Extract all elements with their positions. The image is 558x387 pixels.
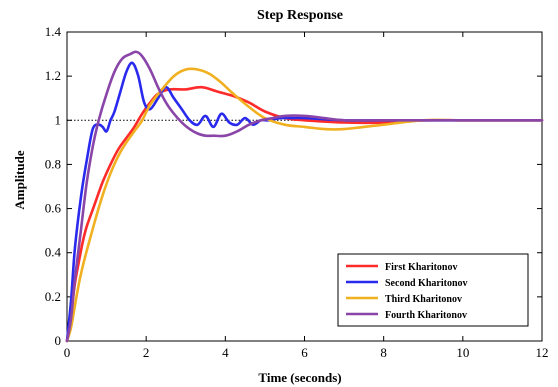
legend-label-third-kharitonov: Third Kharitonov [385, 294, 462, 305]
plot-area: 0 2 4 6 8 10 12 0 0.2 0.4 0.6 0.8 1 1.2 1.4 First Khari… [45, 24, 549, 360]
series-line-fourth-kharitonov [65, 50, 544, 343]
y-tick-label: 0 [55, 333, 62, 348]
legend-label-first-kharitonov: First Kharitonov [385, 262, 458, 273]
legend-label-fourth-kharitonov: Fourth Kharitonov [385, 310, 467, 321]
x-axis-label: Time (seconds) [258, 370, 341, 385]
legend-label-second-kharitonov: Second Kharitonov [385, 278, 468, 289]
x-tick-label: 8 [380, 345, 387, 360]
x-tick-label: 4 [222, 345, 229, 360]
x-tick-label: 0 [64, 345, 71, 360]
series-line-third-kharitonov [65, 67, 544, 343]
y-tick-label: 0.4 [45, 245, 62, 260]
y-axis-label: Amplitude [12, 150, 27, 209]
series-line-second-kharitonov [65, 61, 544, 343]
x-tick-label: 2 [143, 345, 150, 360]
y-tick-label: 1.4 [45, 24, 62, 39]
y-tick-label: 0.2 [45, 289, 61, 304]
y-tick-label: 0.8 [45, 156, 61, 171]
y-tick-label: 1.2 [45, 68, 61, 83]
chart-title: Step Response [257, 8, 343, 23]
x-tick-label: 10 [456, 345, 469, 360]
y-tick-label: 0.6 [45, 201, 62, 216]
x-tick-label: 6 [301, 345, 308, 360]
y-tick-label: 1 [55, 112, 62, 127]
x-tick-label: 12 [536, 345, 549, 360]
